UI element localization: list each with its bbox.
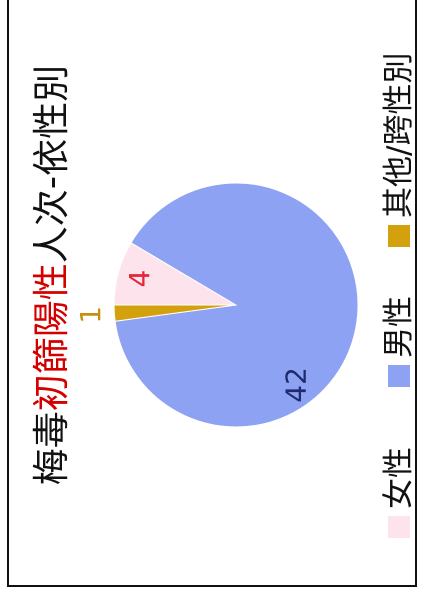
- chart-title-prefix: 梅毒: [30, 411, 73, 485]
- rotated-chart-container: 梅毒初篩陽性人次-依性別 4 42 1 女性 男性 其他/跨性別: [8, 0, 414, 586]
- data-label-male: 42: [280, 367, 313, 403]
- legend-label-other: 其他/跨性別: [381, 53, 414, 218]
- legend-item-male[interactable]: 男性: [381, 296, 414, 387]
- chart-title-highlight: 初篩陽性: [30, 263, 73, 411]
- chart-title: 梅毒初篩陽性人次-依性別: [30, 65, 73, 485]
- pie-slice-other: [113, 304, 237, 322]
- pie-chart: 梅毒初篩陽性人次-依性別 4 42 1 女性 男性 其他/跨性別: [30, 53, 414, 538]
- legend-item-other[interactable]: 其他/跨性別: [381, 53, 414, 247]
- legend: 女性 男性 其他/跨性別: [381, 53, 414, 538]
- legend-label-male: 男性: [381, 296, 414, 358]
- pie-slice-male: [114, 182, 359, 428]
- data-labels: 4 42 1: [74, 270, 313, 403]
- chart-title-suffix: 人次-依性別: [30, 65, 73, 263]
- legend-swatch-male: [388, 365, 410, 387]
- legend-swatch-other: [388, 225, 410, 247]
- data-label-other: 1: [74, 306, 107, 324]
- legend-label-female: 女性: [381, 447, 414, 509]
- pie-slices: [113, 182, 359, 428]
- legend-swatch-female: [388, 516, 410, 538]
- legend-item-female[interactable]: 女性: [381, 447, 414, 538]
- chart-frame: [7, 0, 417, 587]
- data-label-female: 4: [123, 270, 156, 288]
